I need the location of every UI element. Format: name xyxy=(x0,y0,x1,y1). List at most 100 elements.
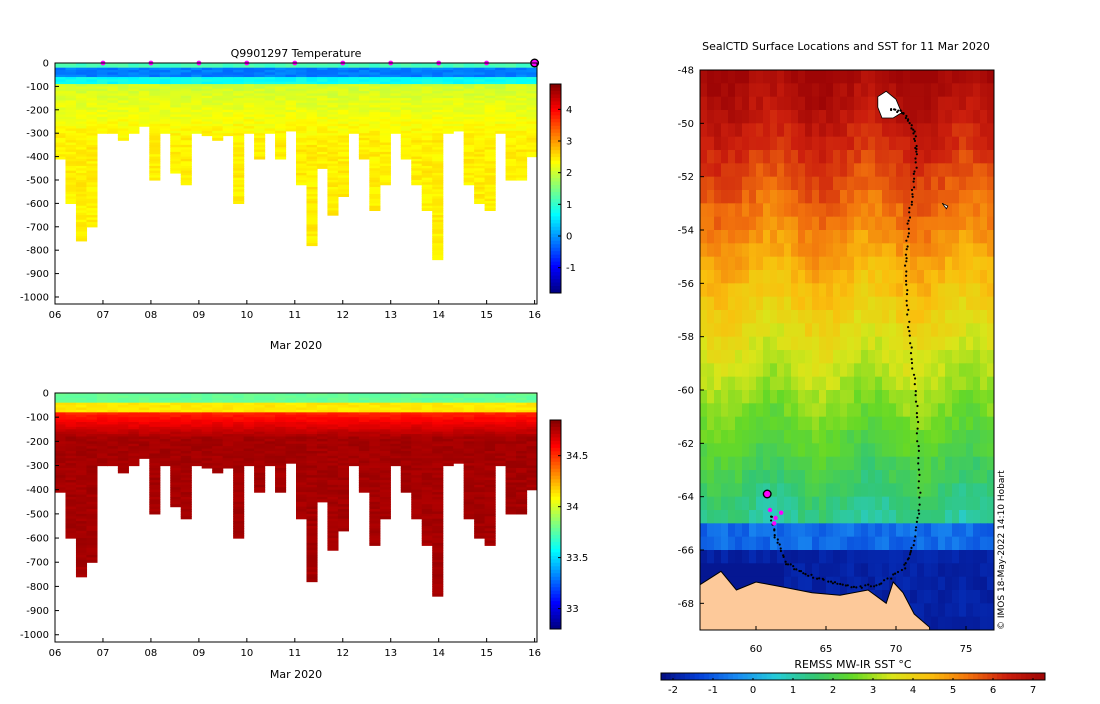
heatmap-cell xyxy=(401,490,412,493)
sst-cell xyxy=(791,163,799,177)
colorbar-segment xyxy=(550,451,561,455)
sst-cell xyxy=(812,190,820,204)
sst-cell xyxy=(868,217,876,231)
sst-cell xyxy=(721,203,729,217)
colorbar-segment xyxy=(550,437,561,441)
heatmap-cell xyxy=(495,463,506,466)
sst-cell xyxy=(735,243,743,257)
heatmap-cell xyxy=(296,182,307,185)
sst-cell xyxy=(854,110,862,124)
sst-cell xyxy=(931,83,939,97)
sst-cell xyxy=(749,97,757,111)
sst-cell xyxy=(966,230,974,244)
sst-cell xyxy=(721,83,729,97)
sst-cell xyxy=(889,190,897,204)
sst-cell xyxy=(742,243,750,257)
sst-cell xyxy=(889,163,897,177)
sst-cell xyxy=(868,70,876,84)
heatmap-cell xyxy=(107,463,118,466)
sst-cell xyxy=(987,203,995,217)
sst-cell xyxy=(798,110,806,124)
sst-cell xyxy=(826,70,834,84)
sst-cell xyxy=(777,190,785,204)
x-tick-label: 14 xyxy=(432,310,445,321)
sst-cell xyxy=(833,203,841,217)
sst-cell xyxy=(826,97,834,111)
heatmap-cell xyxy=(160,463,171,466)
sst-cell xyxy=(812,243,820,257)
sst-cell xyxy=(805,97,813,111)
sst-cell xyxy=(889,203,897,217)
sst-cell xyxy=(959,163,967,177)
colorbar-segment xyxy=(550,525,561,529)
sst-cell xyxy=(987,150,995,164)
colorbar-segment xyxy=(550,469,561,473)
heatmap-cell xyxy=(506,511,517,514)
sst-cell xyxy=(826,123,834,137)
colorbar-segment xyxy=(550,493,561,497)
heatmap-cell xyxy=(191,463,202,466)
sst-cell xyxy=(805,163,813,177)
sst-cell xyxy=(889,217,897,231)
y-tick-label: -700 xyxy=(26,222,49,233)
colorbar-segment xyxy=(550,479,561,483)
sst-cell xyxy=(735,97,743,111)
sst-cell xyxy=(707,83,715,97)
sst-cell xyxy=(938,217,946,231)
sst-cell xyxy=(910,230,918,244)
sst-cell xyxy=(896,203,904,217)
map-title: SealCTD Surface Locations and SST for 11… xyxy=(702,40,990,53)
sst-cell xyxy=(721,177,729,191)
sst-cell xyxy=(742,190,750,204)
colorbar-segment xyxy=(550,112,561,116)
y-tick-label: -1000 xyxy=(20,292,49,303)
sst-cell xyxy=(973,177,981,191)
colorbar-segment xyxy=(550,531,561,535)
sst-cell xyxy=(700,123,708,137)
sst-cell xyxy=(903,150,911,164)
sst-cell xyxy=(826,110,834,124)
x-tick-label: 07 xyxy=(97,648,110,659)
heatmap-cell xyxy=(286,461,297,464)
y-tick-label: 0 xyxy=(43,389,49,400)
x-tick-label: 08 xyxy=(145,648,158,659)
colorbar-segment xyxy=(550,605,561,609)
sst-cell xyxy=(721,150,729,164)
sst-cell xyxy=(819,123,827,137)
sst-cell xyxy=(791,137,799,151)
sst-cell xyxy=(714,110,722,124)
sst-cell xyxy=(735,137,743,151)
colorbar-segment xyxy=(550,545,561,549)
sst-cell xyxy=(833,70,841,84)
sst-cell xyxy=(777,137,785,151)
sst-cell xyxy=(700,97,708,111)
sst-cell xyxy=(896,137,904,151)
colorbar-segment xyxy=(550,448,561,452)
sst-cell xyxy=(931,190,939,204)
y-tick-label: -400 xyxy=(26,152,49,163)
sst-cell xyxy=(728,163,736,177)
heatmap-cell xyxy=(327,548,338,551)
sst-cell xyxy=(819,150,827,164)
sst-cell xyxy=(987,230,995,244)
sst-cell xyxy=(777,203,785,217)
sst-cell xyxy=(959,123,967,137)
sst-cell xyxy=(931,203,939,217)
sst-cell xyxy=(833,97,841,111)
heatmap-cell xyxy=(286,129,297,132)
sst-cell xyxy=(938,177,946,191)
heatmap-cell xyxy=(338,194,349,197)
colorbar-segment xyxy=(550,255,561,259)
sst-cell xyxy=(847,203,855,217)
sst-cell xyxy=(903,97,911,111)
sst-cell xyxy=(777,70,785,84)
heatmap-cell xyxy=(464,516,475,519)
heatmap-cell xyxy=(139,456,150,459)
sst-cell xyxy=(861,137,869,151)
colorbar-segment xyxy=(550,286,561,290)
sst-cell xyxy=(707,203,715,217)
heatmap-cell xyxy=(390,131,401,134)
sst-cell xyxy=(721,110,729,124)
sst-cell xyxy=(903,83,911,97)
